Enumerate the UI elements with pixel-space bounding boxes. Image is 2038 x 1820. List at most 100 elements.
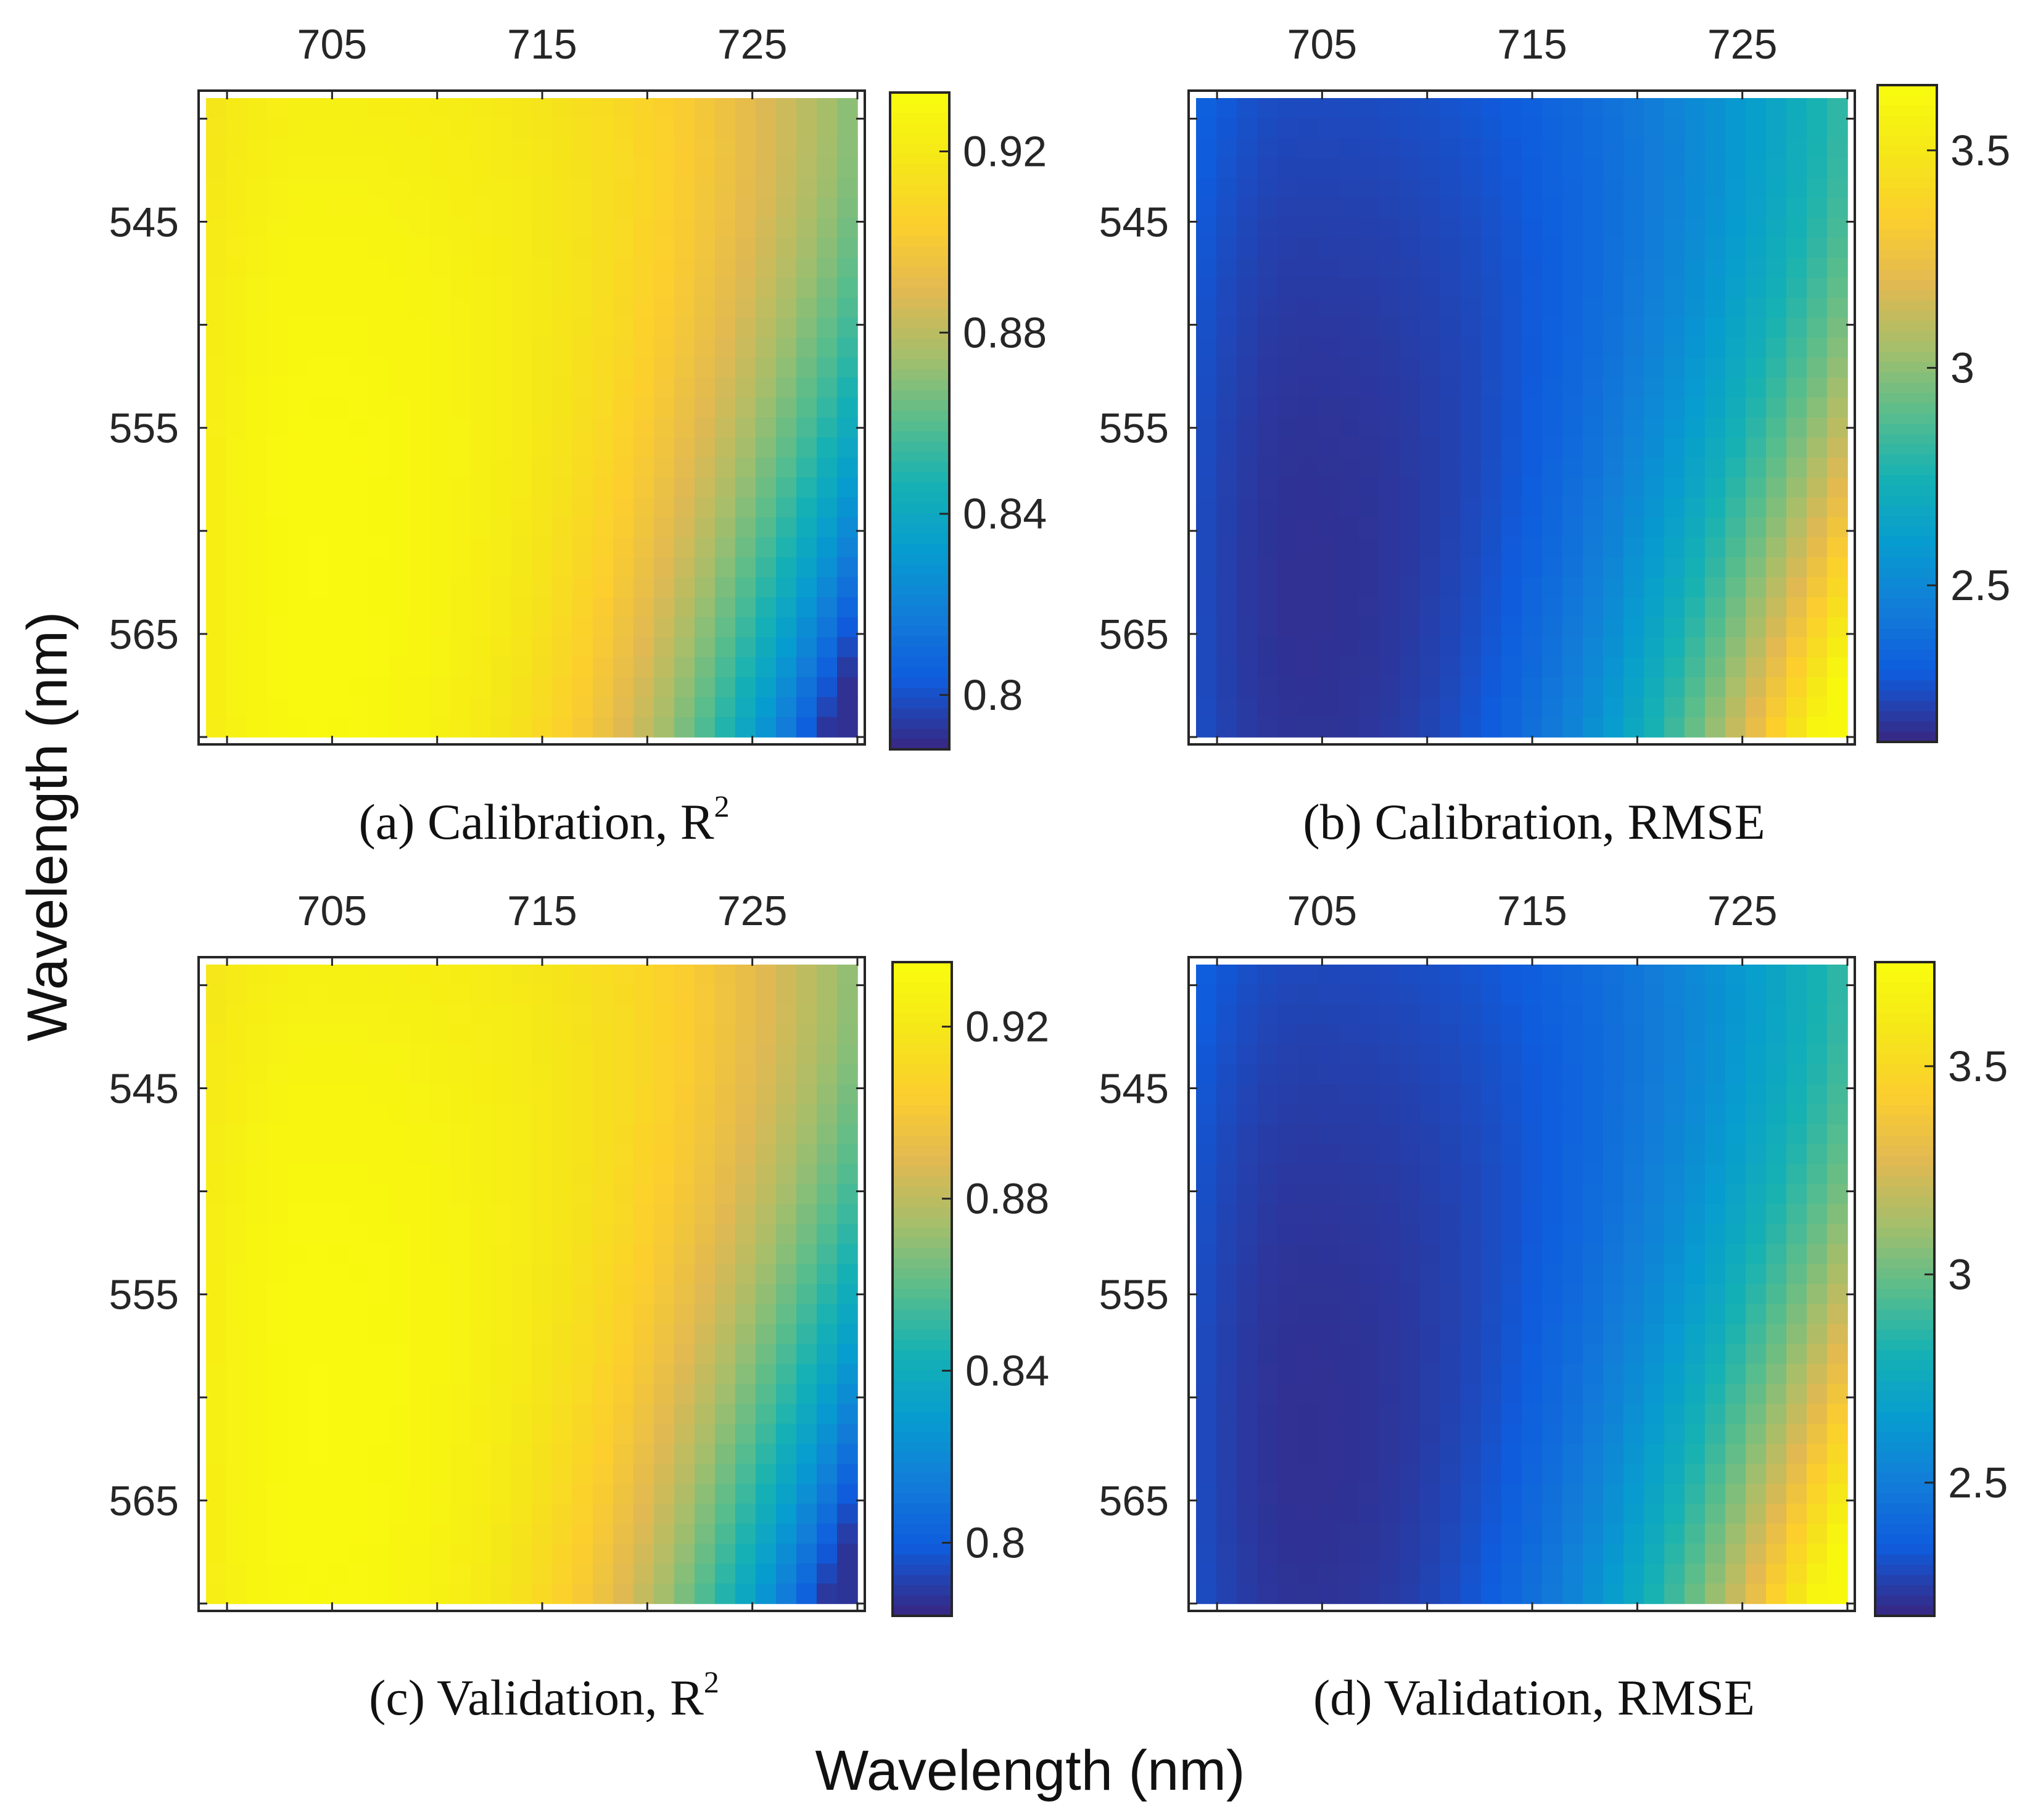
heatmap-cell: [715, 577, 736, 598]
heatmap-cell: [776, 1304, 797, 1325]
heatmap-cell: [552, 237, 573, 258]
heatmap-cell: [654, 537, 675, 558]
heatmap-cell: [532, 1383, 553, 1405]
heatmap-cell: [552, 477, 573, 498]
colorbar-segment: [890, 113, 949, 124]
heatmap-cell: [491, 1264, 512, 1285]
heatmap-cell: [654, 1164, 675, 1185]
heatmap-cell: [1583, 1064, 1604, 1085]
heatmap-cell: [1786, 1264, 1807, 1285]
heatmap-cell: [552, 357, 573, 379]
heatmap-cell: [247, 158, 268, 179]
colorbar-segment: [1875, 1523, 1934, 1535]
heatmap-cell: [1766, 218, 1787, 239]
heatmap-cell: [1685, 297, 1706, 318]
heatmap-cell: [1807, 637, 1828, 658]
heatmap-cell: [613, 1224, 634, 1245]
heatmap-cell: [1603, 138, 1624, 159]
heatmap-cell: [532, 1423, 553, 1444]
heatmap-cell: [1644, 1044, 1665, 1065]
heatmap-cell: [1542, 1504, 1563, 1525]
heatmap-cell: [1705, 1543, 1726, 1565]
heatmap-cell: [1298, 1144, 1319, 1165]
heatmap-cell: [654, 1084, 675, 1105]
heatmap-cell: [1766, 1224, 1787, 1245]
heatmap-cell: [1318, 1404, 1339, 1425]
heatmap-cell: [695, 457, 716, 478]
heatmap-cell: [654, 1504, 675, 1525]
heatmap-cell: [1400, 218, 1421, 239]
heatmap-cell: [450, 697, 471, 718]
heatmap-cell: [1440, 178, 1461, 199]
heatmap-cell: [308, 118, 329, 139]
heatmap-cell: [287, 318, 308, 339]
heatmap-cell: [1379, 1304, 1400, 1325]
heatmap-cell: [572, 297, 593, 318]
heatmap-cell: [1786, 1563, 1807, 1584]
heatmap-cell: [471, 517, 492, 538]
heatmap-cell: [1359, 1444, 1380, 1465]
heatmap-cell: [1359, 1284, 1380, 1305]
heatmap-cell: [735, 1204, 756, 1225]
heatmap-cell: [1216, 1504, 1237, 1525]
heatmap-cell: [1685, 1284, 1706, 1305]
heatmap-cell: [1379, 1144, 1400, 1165]
heatmap-cell: [1562, 437, 1583, 458]
heatmap-cell: [1522, 637, 1543, 658]
heatmap-cell: [369, 517, 390, 538]
heatmap-cell: [776, 197, 797, 219]
heatmap-cell: [349, 497, 369, 518]
heatmap-cell: [756, 197, 777, 219]
heatmap-cell: [1237, 1543, 1258, 1565]
heatmap-cell: [206, 1423, 227, 1444]
heatmap-cell: [430, 218, 451, 239]
heatmap-cell: [776, 1583, 797, 1604]
heatmap-cell: [267, 1044, 288, 1065]
heatmap-cell: [1440, 1164, 1461, 1185]
heatmap-cell: [430, 1064, 451, 1085]
heatmap-cell: [613, 557, 634, 578]
heatmap-cell: [796, 1464, 817, 1484]
heatmap-cell: [695, 1064, 716, 1085]
heatmap-cell: [226, 577, 247, 598]
heatmap-cell: [1562, 1024, 1583, 1045]
heatmap-cell: [1277, 297, 1298, 318]
heatmap-cell: [1603, 1024, 1624, 1045]
heatmap-cell: [430, 1364, 451, 1385]
heatmap-cell: [756, 337, 777, 358]
heatmap-cell: [1827, 1124, 1848, 1145]
heatmap-cell: [1216, 1543, 1237, 1565]
heatmap-cell: [674, 1523, 695, 1544]
heatmap-cell: [511, 418, 532, 439]
heatmap-cell: [1623, 965, 1644, 986]
heatmap-cell: [450, 258, 471, 279]
heatmap-cell: [206, 98, 227, 119]
colorbar-segment: [1878, 731, 1937, 743]
heatmap-cell: [1359, 1224, 1380, 1245]
heatmap-cell: [1583, 457, 1604, 478]
heatmap-cell: [1664, 278, 1685, 299]
heatmap-cell: [1359, 577, 1380, 598]
heatmap-cell: [1257, 637, 1278, 658]
heatmap-cell: [654, 337, 675, 358]
heatmap-cell: [593, 1164, 614, 1185]
heatmap-cell: [715, 1044, 736, 1065]
heatmap-cell: [349, 697, 369, 718]
heatmap-cell: [1420, 984, 1441, 1005]
heatmap-cell: [410, 1364, 431, 1385]
heatmap-cell: [1644, 337, 1665, 358]
heatmap-cell: [1786, 197, 1807, 219]
heatmap-cell: [1685, 337, 1706, 358]
heatmap-cell: [1522, 677, 1543, 698]
heatmap-cell: [1318, 1383, 1339, 1405]
heatmap-cell: [1766, 1164, 1787, 1185]
heatmap-cell: [796, 1204, 817, 1225]
heatmap-cell: [1237, 1404, 1258, 1425]
heatmap-cell: [308, 1304, 329, 1325]
heatmap-cell: [1583, 218, 1604, 239]
heatmap-cell: [613, 258, 634, 279]
heatmap-cell: [674, 1383, 695, 1405]
colorbar-segment: [893, 1033, 952, 1045]
heatmap-cell: [613, 418, 634, 439]
colorbar-segment: [1878, 557, 1937, 568]
